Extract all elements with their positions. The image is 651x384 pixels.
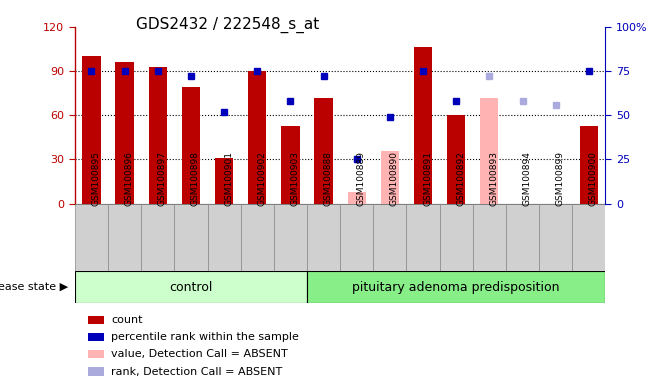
Text: value, Detection Call = ABSENT: value, Detection Call = ABSENT [111, 349, 288, 359]
Bar [241, 204, 274, 271]
Bar [580, 126, 598, 204]
Bar [88, 350, 104, 358]
Bar [473, 204, 506, 271]
Text: GSM100899: GSM100899 [556, 151, 564, 206]
Bar [82, 56, 100, 204]
Text: control: control [169, 281, 213, 293]
Text: GSM100898: GSM100898 [191, 151, 200, 206]
Bar [174, 204, 208, 271]
Bar [148, 67, 167, 204]
Bar [439, 204, 473, 271]
Text: GSM100893: GSM100893 [490, 151, 499, 206]
Bar [182, 87, 200, 204]
Text: GSM100901: GSM100901 [224, 151, 233, 206]
Bar [340, 204, 373, 271]
Bar [307, 271, 605, 303]
Bar [274, 204, 307, 271]
Text: GSM100894: GSM100894 [523, 151, 531, 206]
Bar [348, 192, 366, 204]
Bar [447, 115, 465, 204]
Bar [88, 316, 104, 324]
Text: GSM100902: GSM100902 [257, 151, 266, 206]
Text: GSM100891: GSM100891 [423, 151, 432, 206]
Bar [314, 98, 333, 204]
Bar [406, 204, 439, 271]
Bar [248, 71, 266, 204]
Text: GSM100897: GSM100897 [158, 151, 167, 206]
Bar [75, 271, 307, 303]
Text: rank, Detection Call = ABSENT: rank, Detection Call = ABSENT [111, 366, 283, 377]
Text: GDS2432 / 222548_s_at: GDS2432 / 222548_s_at [136, 17, 320, 33]
Bar [115, 62, 133, 204]
Bar [381, 151, 399, 204]
Text: pituitary adenoma predisposition: pituitary adenoma predisposition [352, 281, 560, 293]
Bar [373, 204, 406, 271]
Text: GSM100889: GSM100889 [357, 151, 366, 206]
Bar [506, 204, 539, 271]
Text: GSM100890: GSM100890 [390, 151, 399, 206]
Bar [281, 126, 299, 204]
Bar [307, 204, 340, 271]
Text: count: count [111, 314, 143, 325]
Text: GSM100895: GSM100895 [91, 151, 100, 206]
Text: GSM100896: GSM100896 [124, 151, 133, 206]
Text: GSM100903: GSM100903 [290, 151, 299, 206]
Bar [108, 204, 141, 271]
Text: GSM100892: GSM100892 [456, 151, 465, 206]
Bar [480, 98, 499, 204]
Bar [414, 48, 432, 204]
Bar [75, 204, 108, 271]
Bar [88, 367, 104, 376]
Text: disease state ▶: disease state ▶ [0, 282, 68, 292]
Bar [208, 204, 241, 271]
Bar [215, 158, 233, 204]
Bar [572, 204, 605, 271]
Bar [88, 333, 104, 341]
Text: GSM100900: GSM100900 [589, 151, 598, 206]
Bar [141, 204, 174, 271]
Text: GSM100888: GSM100888 [324, 151, 333, 206]
Text: percentile rank within the sample: percentile rank within the sample [111, 332, 299, 342]
Bar [539, 204, 572, 271]
